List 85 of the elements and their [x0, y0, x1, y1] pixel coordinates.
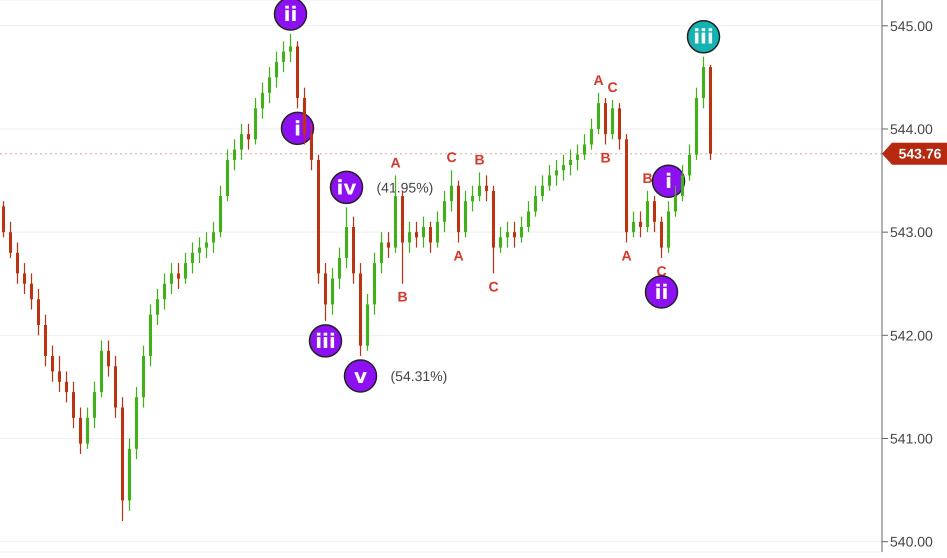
- candlestick: [506, 221, 509, 248]
- candlestick: [499, 226, 502, 254]
- candlestick: [177, 262, 180, 290]
- candlestick: [674, 185, 677, 218]
- candlestick: [387, 232, 390, 259]
- candlestick: [520, 216, 523, 244]
- annotation: (54.31%): [390, 368, 448, 384]
- candlestick: [632, 210, 635, 238]
- candlestick: [485, 174, 488, 202]
- annotation: B: [600, 149, 611, 166]
- candlestick: [555, 159, 558, 186]
- annotation: A: [593, 72, 604, 88]
- candlestick: [212, 221, 215, 254]
- annotation: B: [397, 288, 408, 305]
- candlestick: [275, 50, 278, 88]
- candlestick: [107, 340, 110, 378]
- candlestick: [268, 66, 271, 104]
- candlestick: [205, 232, 208, 259]
- annotation: v: [354, 364, 368, 388]
- candlestick: [16, 242, 19, 284]
- y-tick-label: 541.00: [890, 430, 934, 446]
- candlestick: [688, 144, 691, 182]
- candlestick: [247, 123, 250, 150]
- ref-line-label: 543.76: [898, 146, 942, 162]
- annotation: B: [642, 170, 653, 186]
- candlestick: [681, 164, 684, 202]
- candlestick: [639, 210, 642, 238]
- annotation: iii: [693, 24, 714, 49]
- candlestick: [527, 200, 530, 233]
- candlestick: [562, 154, 565, 182]
- candlestick: [534, 185, 537, 218]
- candlestick: [9, 221, 12, 259]
- candlestick: [443, 190, 446, 233]
- candlestick: [541, 174, 544, 202]
- candlestick: [338, 247, 341, 290]
- candlestick: [30, 272, 33, 310]
- annotation: C: [607, 79, 618, 96]
- candlestick: [51, 345, 54, 382]
- annotation: iii: [315, 328, 336, 353]
- annotation: A: [390, 154, 401, 170]
- candlestick: [590, 118, 593, 150]
- candlestick: [422, 216, 425, 248]
- candlestick: [198, 236, 201, 264]
- candlestick: [65, 370, 68, 403]
- candlestick: [282, 40, 285, 73]
- y-tick-label: 544.00: [890, 120, 934, 137]
- candlestick: [478, 172, 481, 202]
- candlestick: [233, 138, 236, 171]
- candlestick: [163, 272, 166, 310]
- candlestick: [240, 123, 243, 161]
- annotation: ii: [284, 2, 298, 26]
- candlestick: [408, 221, 411, 254]
- candlestick: [548, 164, 551, 192]
- annotation: ii: [654, 280, 668, 304]
- candlestick: [289, 33, 292, 63]
- candlestick: [429, 221, 432, 254]
- candlestick: [513, 221, 516, 248]
- candlestick: [191, 242, 194, 274]
- annotation: C: [488, 278, 499, 294]
- candlestick: [184, 252, 187, 284]
- candlestick: [380, 232, 383, 274]
- candlestick: [170, 262, 173, 295]
- annotation: C: [446, 149, 457, 166]
- candlestick: [653, 195, 656, 233]
- candlestick: [471, 185, 474, 212]
- candlestick: [156, 288, 159, 326]
- y-tick-label: 540.00: [890, 534, 934, 550]
- annotation: iv: [336, 175, 356, 200]
- candlestick: [23, 262, 26, 295]
- candlestick: [569, 149, 572, 176]
- annotation: A: [453, 247, 464, 264]
- candlestick: [261, 82, 264, 120]
- candlestick: [450, 170, 453, 212]
- annotation: i: [294, 116, 301, 140]
- y-tick-label: 542.00: [890, 327, 934, 344]
- candlestick: [436, 210, 439, 248]
- candlestick: [576, 144, 579, 171]
- y-tick-label: 545.00: [890, 18, 934, 34]
- candlestick: [583, 134, 586, 161]
- annotation: i: [665, 169, 672, 194]
- y-tick-label: 543.00: [890, 224, 934, 240]
- candlestick: [415, 221, 418, 248]
- annotation: B: [474, 151, 485, 168]
- annotation: A: [621, 247, 632, 264]
- candlestick: [58, 355, 61, 393]
